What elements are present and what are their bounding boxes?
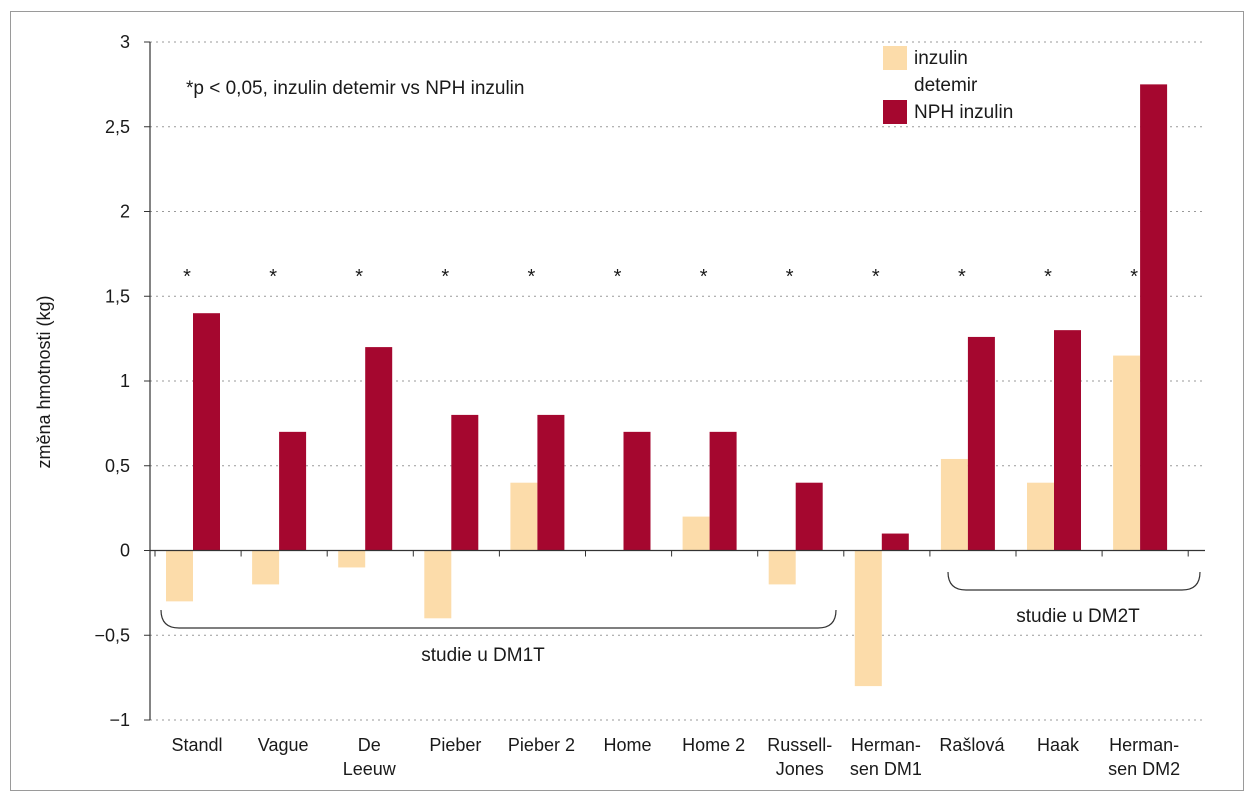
legend-label: NPH inzulin [914, 102, 1013, 123]
y-tick-label: 2,5 [105, 117, 130, 137]
x-category-label: Russell- [767, 735, 832, 755]
x-category-label: Jones [776, 759, 824, 779]
x-category-label: sen DM1 [850, 759, 922, 779]
x-category-label: Home 2 [682, 735, 745, 755]
bar-nph [1054, 330, 1081, 551]
legend-label: inzulin [914, 48, 968, 69]
legend-swatch-nph [883, 100, 907, 124]
significance-note: *p < 0,05, inzulin detemir vs NPH inzuli… [186, 78, 524, 99]
significance-star: * [1130, 266, 1138, 288]
significance-star: * [528, 266, 536, 288]
bar-nph [881, 533, 909, 551]
bar-nph [709, 431, 737, 551]
x-category-label: Herman- [1109, 735, 1179, 755]
x-category-label: sen DM2 [1108, 759, 1180, 779]
y-tick-label: 0,5 [105, 456, 130, 476]
bar-detemir [424, 550, 452, 619]
group-bracket [160, 609, 837, 629]
significance-star: * [872, 266, 880, 288]
bar-nph [795, 482, 823, 551]
y-tick-labels: −1 −0,5 0 0,5 1 1,5 2 2,5 3 [94, 32, 130, 730]
gridlines [150, 41, 1205, 721]
y-tick-label: 1,5 [105, 286, 130, 306]
bar-detemir [510, 482, 538, 551]
bar-nph [967, 336, 995, 551]
legend-swatch-detemir [883, 46, 907, 70]
significance-star: * [183, 266, 191, 288]
significance-star: * [1044, 266, 1052, 288]
bar-nph [451, 414, 479, 551]
group-label: studie u DM1T [421, 645, 545, 666]
bar-nph [365, 347, 393, 551]
bar-nph [1140, 84, 1168, 551]
x-category-label: Haak [1037, 735, 1080, 755]
y-tick-label: −0,5 [94, 625, 130, 645]
y-tick-label: 3 [120, 32, 130, 52]
x-category-label: Home [604, 735, 652, 755]
chart-frame [10, 11, 1244, 791]
group-brackets: studie u DM1T studie u DM2T [160, 571, 1201, 666]
bar-detemir [682, 516, 710, 551]
bar-detemir [940, 458, 968, 551]
significance-star: * [786, 266, 794, 288]
legend-label: detemir [914, 75, 978, 96]
x-category-label: De [358, 735, 381, 755]
significance-star: * [614, 266, 622, 288]
bar-nph [623, 431, 651, 551]
significance-star: * [355, 266, 363, 288]
bar-detemir [338, 550, 366, 568]
x-category-label: Vague [258, 735, 309, 755]
bar-detemir [1027, 482, 1054, 551]
significance-markers: * * * * * * * * * * * * [183, 266, 1138, 288]
y-axis-label: změna hmotnosti (kg) [34, 295, 54, 468]
x-category-label: Standl [172, 735, 223, 755]
bar-detemir [1113, 355, 1141, 551]
axes [144, 41, 1205, 721]
legend: inzulin detemir NPH inzulin [883, 46, 1013, 124]
bars [166, 84, 1168, 687]
bar-nph [193, 313, 220, 551]
bar-detemir [252, 550, 280, 585]
group-label: studie u DM2T [1016, 606, 1140, 627]
y-tick-label: 0 [120, 541, 130, 561]
bar-nph [279, 431, 307, 551]
y-tick-label: 1 [120, 371, 130, 391]
x-category-label: Pieber 2 [508, 735, 575, 755]
x-category-label: Leeuw [343, 759, 397, 779]
x-category-label: Rašlová [939, 735, 1005, 755]
x-category-labels: Standl Vague De Leeuw Pieber Pieber 2 Home Home… [172, 735, 1181, 779]
bar-detemir [768, 550, 796, 585]
group-bracket [947, 571, 1201, 591]
x-category-label: Herman- [851, 735, 921, 755]
y-tick-label: −1 [109, 710, 130, 730]
significance-star: * [700, 266, 708, 288]
y-tick-label: 2 [120, 202, 130, 222]
bar-nph [537, 414, 565, 551]
significance-star: * [269, 266, 277, 288]
bar-detemir [854, 550, 882, 687]
bar-detemir [166, 550, 193, 602]
significance-star: * [441, 266, 449, 288]
x-category-label: Pieber [429, 735, 481, 755]
significance-star: * [958, 266, 966, 288]
